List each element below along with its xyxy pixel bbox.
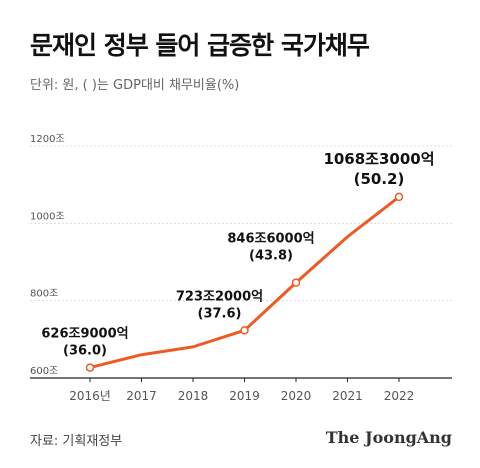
publisher-logo: The JoongAng	[325, 428, 452, 447]
y-axis-ticks: 600조 800조 1000조 1200조	[30, 134, 65, 377]
x-tick-label: 2016년	[69, 389, 111, 403]
source-note: 자료: 기획재정부	[30, 434, 123, 449]
x-tick-label: 2017	[126, 389, 157, 403]
data-point-marker	[240, 326, 249, 335]
data-label-amount: 723조2000억	[176, 289, 263, 304]
series-line	[88, 195, 401, 370]
x-tick-label: 2018	[178, 389, 209, 403]
unit-note: 단위: 원, ( )는 GDP대비 채무비율(%)	[30, 78, 240, 93]
x-tick-label: 2020	[281, 389, 312, 403]
x-tick-label: 2021	[332, 389, 363, 403]
y-tick-label: 1200조	[30, 134, 65, 145]
data-point-marker	[291, 278, 301, 287]
chart-title: 문재인 정부 들어 급증한 국가채무	[30, 31, 370, 60]
x-tick-label: 2019	[229, 389, 260, 403]
data-label-amount: 626조9000억	[41, 327, 128, 342]
data-label-ratio: (36.0)	[63, 344, 107, 359]
y-tick-label: 800조	[30, 289, 58, 300]
x-axis-ticks: 2016년 2017 2018 2019 2020 2021 2022	[69, 378, 414, 403]
y-tick-label: 600조	[30, 366, 58, 377]
data-label-ratio: (50.2)	[354, 170, 405, 188]
data-label-amount: 846조6000억	[227, 232, 314, 247]
markers	[85, 192, 404, 372]
data-label-ratio: (37.6)	[198, 306, 242, 321]
x-tick-label: 2022	[384, 389, 415, 403]
data-labels: 626조9000억 (36.0) 723조2000억 (37.6) 846조6000억 (…	[41, 150, 434, 359]
data-label-amount: 1068조3000억	[323, 150, 434, 168]
data-label-ratio: (43.8)	[249, 249, 293, 264]
data-point-marker	[85, 363, 95, 372]
y-tick-label: 1000조	[30, 211, 65, 222]
data-point-marker	[394, 192, 404, 202]
